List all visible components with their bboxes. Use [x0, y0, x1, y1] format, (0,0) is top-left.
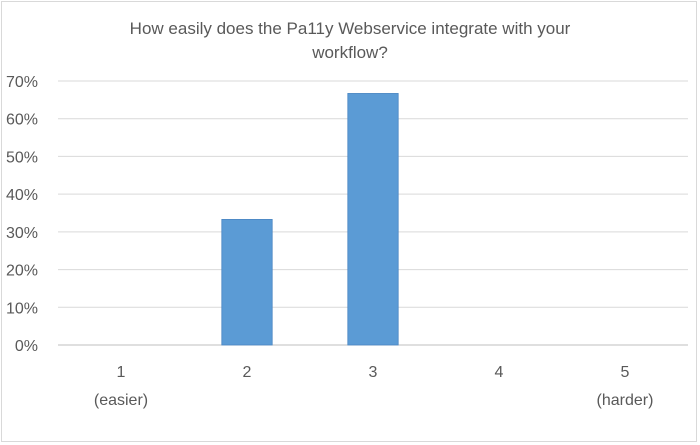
x-category-label: 2	[243, 364, 252, 381]
x-axis-labels: 1 (easier) 2 3 4 5 (harder)	[94, 364, 654, 409]
y-tick-label: 40%	[6, 187, 38, 204]
x-category-label: 1	[117, 364, 126, 381]
y-axis-ticks: 0% 10% 20% 30% 40% 50% 60% 70%	[6, 74, 38, 355]
y-tick-label: 20%	[6, 263, 38, 280]
chart-title-line-2: workflow?	[311, 43, 388, 62]
bar-category-3	[347, 93, 399, 346]
x-category-label: 3	[369, 364, 378, 381]
x-category-label: 5	[621, 364, 630, 381]
y-tick-label: 70%	[6, 74, 38, 91]
x-category-sublabel: (easier)	[94, 392, 148, 409]
y-tick-label: 30%	[6, 225, 38, 242]
y-tick-label: 60%	[6, 112, 38, 129]
bars	[221, 93, 399, 346]
y-tick-label: 0%	[15, 338, 38, 355]
y-tick-label: 50%	[6, 149, 38, 166]
x-category-label: 4	[495, 364, 504, 381]
bar-category-2	[221, 219, 273, 346]
y-tick-label: 10%	[6, 300, 38, 317]
chart-title-line-1: How easily does the Pa11y Webservice int…	[130, 19, 571, 38]
x-category-sublabel: (harder)	[597, 392, 654, 409]
